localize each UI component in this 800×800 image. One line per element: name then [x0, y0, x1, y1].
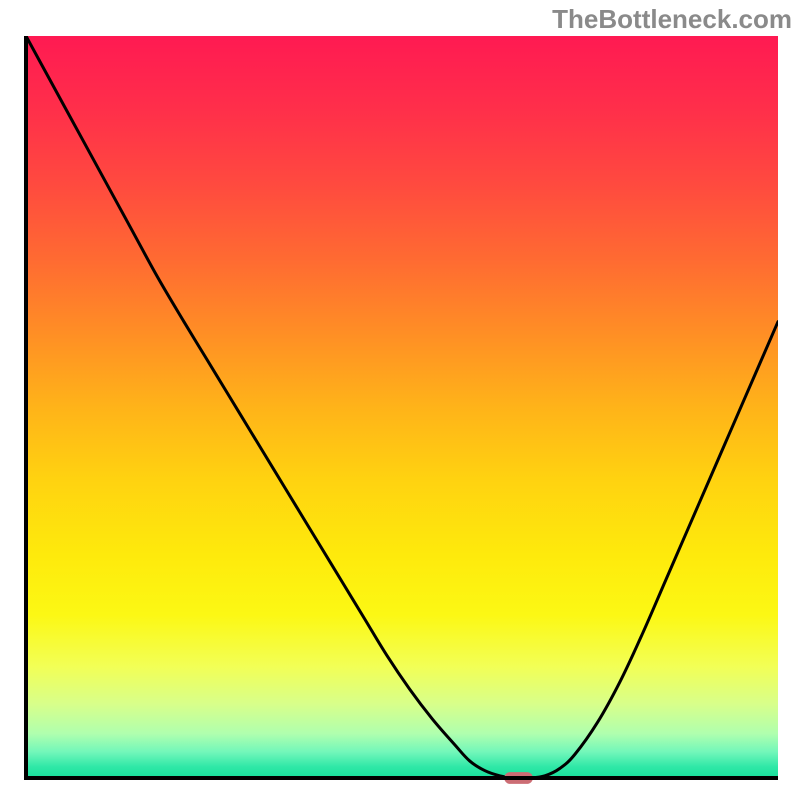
chart-background	[26, 36, 778, 778]
bottleneck-chart	[0, 0, 800, 800]
watermark-label: TheBottleneck.com	[552, 4, 792, 35]
